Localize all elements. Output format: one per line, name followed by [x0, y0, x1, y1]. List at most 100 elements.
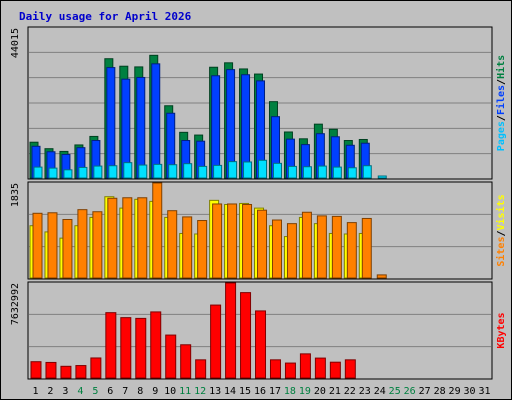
bar-sites-day-3	[62, 218, 73, 279]
x-tick-label-day-30: 30	[464, 386, 476, 397]
x-tick-label-day-2: 2	[47, 386, 53, 397]
bar-pages-day-7	[123, 162, 133, 179]
axis-title-part: /	[496, 230, 507, 236]
x-tick-label-day-27: 27	[419, 386, 431, 397]
x-tick-label-day-22: 22	[344, 386, 356, 397]
y-max-label: 44015	[10, 28, 21, 58]
bar-pages-day-19	[302, 166, 312, 179]
x-tick-label-day-12: 12	[194, 386, 206, 397]
bar-pages-day-1	[33, 166, 43, 179]
bar-sites-day-8	[137, 197, 148, 279]
bar-sites-day-20	[316, 215, 327, 279]
axis-title-part: Sites	[495, 237, 507, 267]
bar-pages-day-22	[347, 167, 357, 179]
axis-title-part: /	[496, 115, 507, 121]
x-tick-label-day-29: 29	[449, 386, 461, 397]
bar-files-day-13	[211, 75, 221, 179]
bar-sites-day-6	[107, 197, 118, 279]
x-tick-label-day-11: 11	[179, 386, 191, 397]
bar-kbytes-day-15	[240, 292, 252, 379]
bar-sites-day-24	[376, 274, 387, 279]
x-tick-label-day-13: 13	[209, 386, 221, 397]
x-tick-label-day-24: 24	[374, 386, 386, 397]
bar-sites-day-9	[152, 182, 163, 279]
bar-kbytes-day-19	[299, 353, 311, 379]
x-tick-label-day-6: 6	[107, 386, 113, 397]
bar-kbytes-day-14	[225, 282, 237, 379]
bar-pages-day-2	[48, 167, 58, 179]
axis-title-sites_visits: Sites/Visits	[495, 194, 507, 266]
axis-title-part: Pages	[496, 121, 507, 151]
bar-kbytes-day-4	[75, 365, 87, 379]
bar-sites-day-19	[301, 211, 312, 279]
bar-sites-day-18	[286, 223, 297, 279]
x-tick-label-day-26: 26	[404, 386, 416, 397]
axis-title-kbytes: KBytes	[496, 312, 507, 348]
x-tick-label-day-31: 31	[478, 386, 490, 397]
x-tick-label-day-5: 5	[92, 386, 98, 397]
bar-files-day-9	[151, 63, 161, 179]
bar-files-day-8	[136, 76, 146, 179]
bar-sites-day-22	[346, 222, 357, 279]
bar-pages-day-13	[213, 164, 223, 179]
bar-kbytes-day-2	[45, 361, 57, 379]
x-tick-label-day-16: 16	[254, 386, 266, 397]
bar-sites-day-5	[92, 211, 103, 279]
bar-pages-day-6	[108, 165, 118, 179]
x-tick-label-day-1: 1	[32, 386, 38, 397]
bar-kbytes-day-3	[60, 365, 72, 379]
bar-files-day-6	[106, 67, 116, 179]
bar-kbytes-day-22	[344, 359, 356, 379]
bar-kbytes-day-20	[314, 357, 326, 379]
axis-title-hits_files_pages: Pages/Files/Hits	[495, 55, 507, 151]
bar-kbytes-day-21	[329, 361, 341, 379]
bar-pages-day-12	[198, 165, 208, 179]
chart-title: Daily usage for April 2026	[19, 10, 192, 23]
x-tick-label-day-3: 3	[62, 386, 68, 397]
bar-pages-day-24	[377, 175, 387, 179]
axis-title-part: Hits	[495, 55, 507, 79]
bar-kbytes-day-17	[269, 359, 281, 379]
bar-pages-day-10	[168, 164, 178, 179]
bar-pages-day-8	[138, 164, 148, 179]
bar-pages-day-14	[228, 161, 238, 179]
bar-sites-day-13	[212, 203, 223, 279]
bar-pages-day-18	[287, 165, 297, 179]
bar-pages-day-15	[243, 161, 253, 179]
bar-sites-day-10	[167, 210, 178, 279]
bar-sites-day-11	[182, 216, 193, 279]
bar-kbytes-day-6	[105, 312, 117, 379]
bar-pages-day-5	[93, 165, 103, 179]
bar-kbytes-day-5	[90, 357, 102, 379]
bar-sites-day-16	[257, 209, 268, 279]
x-tick-label-day-4: 4	[77, 386, 83, 397]
bar-kbytes-day-12	[195, 359, 207, 379]
axis-title-part: Visits	[495, 194, 507, 230]
bar-pages-day-17	[272, 162, 282, 179]
x-tick-label-day-28: 28	[434, 386, 446, 397]
bar-pages-day-16	[258, 159, 268, 179]
panel-kbytes: 7632992 KBytes	[10, 281, 507, 380]
bar-sites-day-2	[47, 212, 58, 279]
x-tick-label-day-21: 21	[329, 386, 341, 397]
bar-pages-day-21	[332, 166, 342, 179]
panel-sites_visits: 1835 Sites/Visits	[10, 181, 507, 280]
x-tick-label-day-25: 25	[389, 386, 401, 397]
bar-pages-day-9	[153, 163, 163, 179]
bar-pages-day-23	[362, 165, 372, 179]
bar-kbytes-day-7	[120, 317, 132, 379]
bar-kbytes-day-18	[284, 362, 296, 379]
x-tick-label-day-14: 14	[224, 386, 236, 397]
bar-kbytes-day-16	[255, 310, 267, 379]
bar-sites-day-4	[77, 209, 88, 279]
bar-sites-day-17	[271, 219, 282, 279]
bar-kbytes-day-9	[150, 311, 162, 379]
bar-kbytes-day-8	[135, 317, 147, 379]
bar-pages-day-20	[317, 165, 327, 179]
bar-kbytes-day-13	[210, 304, 222, 379]
bar-sites-day-1	[32, 212, 43, 279]
bar-kbytes-day-10	[165, 334, 177, 379]
x-tick-label-day-15: 15	[239, 386, 251, 397]
